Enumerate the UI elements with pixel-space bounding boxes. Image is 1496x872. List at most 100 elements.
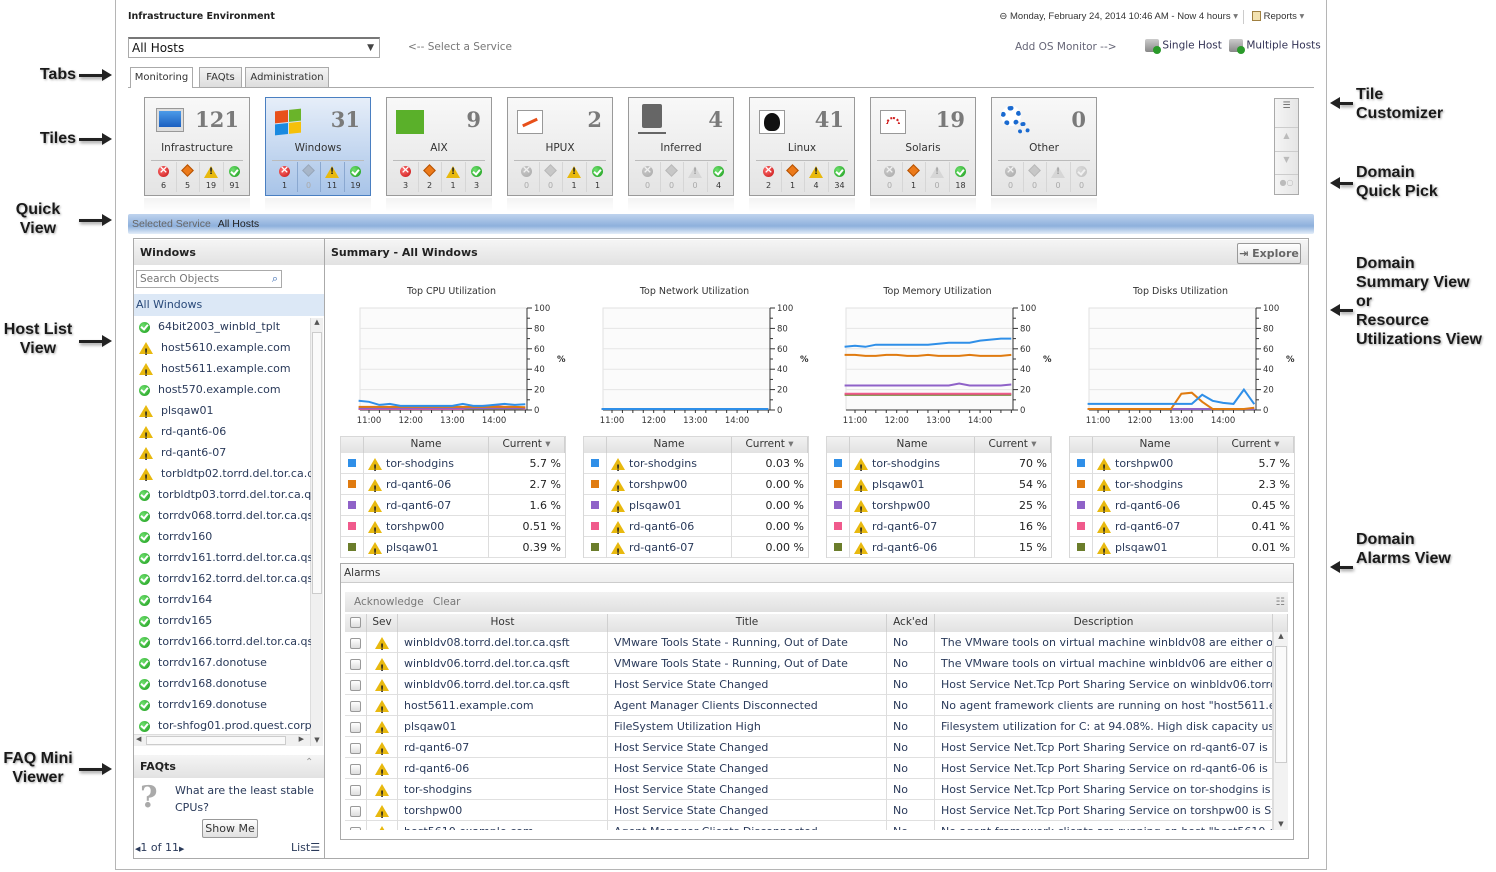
table-row-name[interactable]: tor-shodgins [364, 453, 489, 474]
alarms-scrollbar[interactable]: ▲ ▼ [1273, 632, 1288, 830]
add-multiple-hosts-button[interactable]: Multiple Hosts [1229, 39, 1321, 54]
current-column-header[interactable]: Current ▾ [1218, 437, 1294, 453]
column-chooser-icon[interactable]: ☷ [1275, 596, 1285, 608]
row-checkbox[interactable] [345, 716, 367, 737]
explore-button[interactable]: ⇥ Explore [1237, 243, 1301, 264]
checkbox-icon[interactable] [350, 679, 361, 691]
tile-linux[interactable]: 41 Linux 2 1 4 34 [749, 97, 855, 196]
tile-critical-count[interactable]: 6 [152, 162, 175, 192]
host-list-item[interactable]: torrdv162.torrd.del.tor.ca.qsft [134, 568, 311, 589]
tile-fatal-count[interactable]: 0 [659, 162, 683, 192]
row-checkbox[interactable] [345, 695, 367, 716]
tile-critical-count[interactable]: 2 [757, 162, 780, 192]
name-column-header[interactable]: Name [607, 437, 732, 453]
row-checkbox[interactable] [345, 821, 367, 830]
tile-normal-count[interactable]: 91 [222, 162, 246, 192]
reports-menu[interactable]: Reports ▾ [1252, 11, 1304, 22]
show-me-button[interactable]: Show Me [202, 819, 258, 838]
checkbox-icon[interactable] [350, 616, 361, 628]
table-row-name[interactable]: plsqaw01 [364, 537, 489, 558]
column-header[interactable]: Host [398, 614, 608, 632]
tile-normal-count[interactable]: 4 [706, 162, 730, 192]
tile-warning-count[interactable]: 0 [683, 162, 706, 192]
name-column-header[interactable]: Name [364, 437, 489, 453]
checkbox-icon[interactable] [350, 826, 361, 830]
tile-normal-count[interactable]: 1 [585, 162, 609, 192]
clear-button[interactable]: Clear [433, 596, 461, 608]
customize-list-icon[interactable]: ☰ [1282, 101, 1291, 111]
host-list-item[interactable]: torrdv161.torrd.del.tor.ca.qsft [134, 547, 311, 568]
tile-warning-count[interactable]: 1 [562, 162, 585, 192]
host-list-item[interactable]: torrdv165 [134, 610, 311, 631]
prev-icon[interactable]: ◀ [135, 845, 141, 853]
row-checkbox[interactable] [345, 800, 367, 821]
table-row-name[interactable]: torshpw00 [364, 516, 489, 537]
tile-warning-count[interactable]: 0 [1046, 162, 1069, 192]
current-column-header[interactable]: Current ▾ [975, 437, 1051, 453]
host-list-item[interactable]: rd-qant6-07 [134, 442, 311, 463]
tile-infrastructure[interactable]: 121 Infrastructure 6 5 19 91 [144, 97, 250, 196]
tile-other[interactable]: 0 Other 0 0 0 0 [991, 97, 1097, 196]
tile-fatal-count[interactable]: 0 [538, 162, 562, 192]
tile-normal-count[interactable]: 3 [464, 162, 488, 192]
tile-normal-count[interactable]: 34 [827, 162, 851, 192]
acknowledge-button[interactable]: Acknowledge [354, 596, 424, 608]
tile-warning-count[interactable]: 0 [925, 162, 948, 192]
scroll-up-icon[interactable]: ▲ [1275, 127, 1298, 140]
tile-critical-count[interactable]: 3 [394, 162, 417, 192]
table-row-name[interactable]: rd-qant6-07 [850, 516, 975, 537]
column-header[interactable]: Ack'ed [887, 614, 935, 632]
tile-warning-count[interactable]: 19 [199, 162, 222, 192]
host-list-item[interactable]: plsqaw01 [134, 400, 311, 421]
tile-fatal-count[interactable]: 1 [780, 162, 804, 192]
row-checkbox[interactable] [345, 674, 367, 695]
checkbox-icon[interactable] [350, 700, 361, 712]
table-row-name[interactable]: rd-qant6-06 [607, 516, 732, 537]
search-input[interactable] [137, 271, 262, 287]
more-icon[interactable]: ●○ [1275, 174, 1298, 187]
table-row-name[interactable]: tor-shodgins [850, 453, 975, 474]
table-row-name[interactable]: tor-shodgins [1093, 474, 1218, 495]
tab-administration[interactable]: Administration [245, 67, 329, 87]
table-row-name[interactable]: plsqaw01 [850, 474, 975, 495]
checkbox-icon[interactable] [350, 658, 361, 670]
host-list-item[interactable]: rd-qant6-06 [134, 421, 311, 442]
host-list-item[interactable]: torrdv068.torrd.del.tor.ca.qsft [134, 505, 311, 526]
select-all-checkbox[interactable] [345, 614, 367, 632]
tile-aix[interactable]: 9 AIX 3 2 1 3 [386, 97, 492, 196]
table-row-name[interactable]: plsqaw01 [1093, 537, 1218, 558]
tile-critical-count[interactable]: 1 [273, 162, 296, 192]
scroll-up-icon[interactable]: ▲ [1278, 632, 1284, 640]
host-list-item[interactable]: torrdv168.donotuse [134, 673, 311, 694]
search-icon[interactable]: ⌕ [271, 272, 278, 285]
tile-normal-count[interactable]: 18 [948, 162, 972, 192]
host-list-item[interactable]: torbldtp02.torrd.del.tor.ca.qsft [134, 463, 311, 484]
time-range-selector[interactable]: ⊖ Monday, February 24, 2014 10:46 AM - N… [999, 11, 1238, 22]
tile-solaris[interactable]: 19 Solaris 0 1 0 18 [870, 97, 976, 196]
next-icon[interactable]: ▶ [178, 845, 185, 853]
checkbox-icon[interactable] [350, 637, 361, 649]
tile-critical-count[interactable]: 0 [999, 162, 1022, 192]
table-row-name[interactable]: tor-shodgins [607, 453, 732, 474]
table-row-name[interactable]: torshpw00 [607, 474, 732, 495]
table-row-name[interactable]: rd-qant6-06 [1093, 495, 1218, 516]
add-single-host-button[interactable]: Single Host [1145, 39, 1222, 54]
checkbox-icon[interactable] [350, 742, 361, 754]
scroll-down-icon[interactable]: ▼ [1278, 820, 1284, 828]
tile-warning-count[interactable]: 4 [804, 162, 827, 192]
tile-critical-count[interactable]: 0 [515, 162, 538, 192]
host-list-scrollbar[interactable]: ▲ ▼ [310, 318, 323, 746]
tile-windows[interactable]: 31 Windows 1 0 11 19 [265, 97, 371, 196]
table-row-name[interactable]: rd-qant6-07 [364, 495, 489, 516]
tile-warning-count[interactable]: 11 [320, 162, 343, 192]
host-list-item[interactable]: host5610.example.com [134, 337, 311, 358]
checkbox-icon[interactable] [350, 784, 361, 796]
column-header[interactable]: Title [608, 614, 887, 632]
name-column-header[interactable]: Name [1093, 437, 1218, 453]
service-select[interactable]: All Hosts ▼ [128, 37, 380, 58]
checkbox-icon[interactable] [350, 721, 361, 733]
checkbox-icon[interactable] [350, 763, 361, 775]
tile-normal-count[interactable]: 0 [1069, 162, 1093, 192]
row-checkbox[interactable] [345, 737, 367, 758]
tile-fatal-count[interactable]: 5 [175, 162, 199, 192]
